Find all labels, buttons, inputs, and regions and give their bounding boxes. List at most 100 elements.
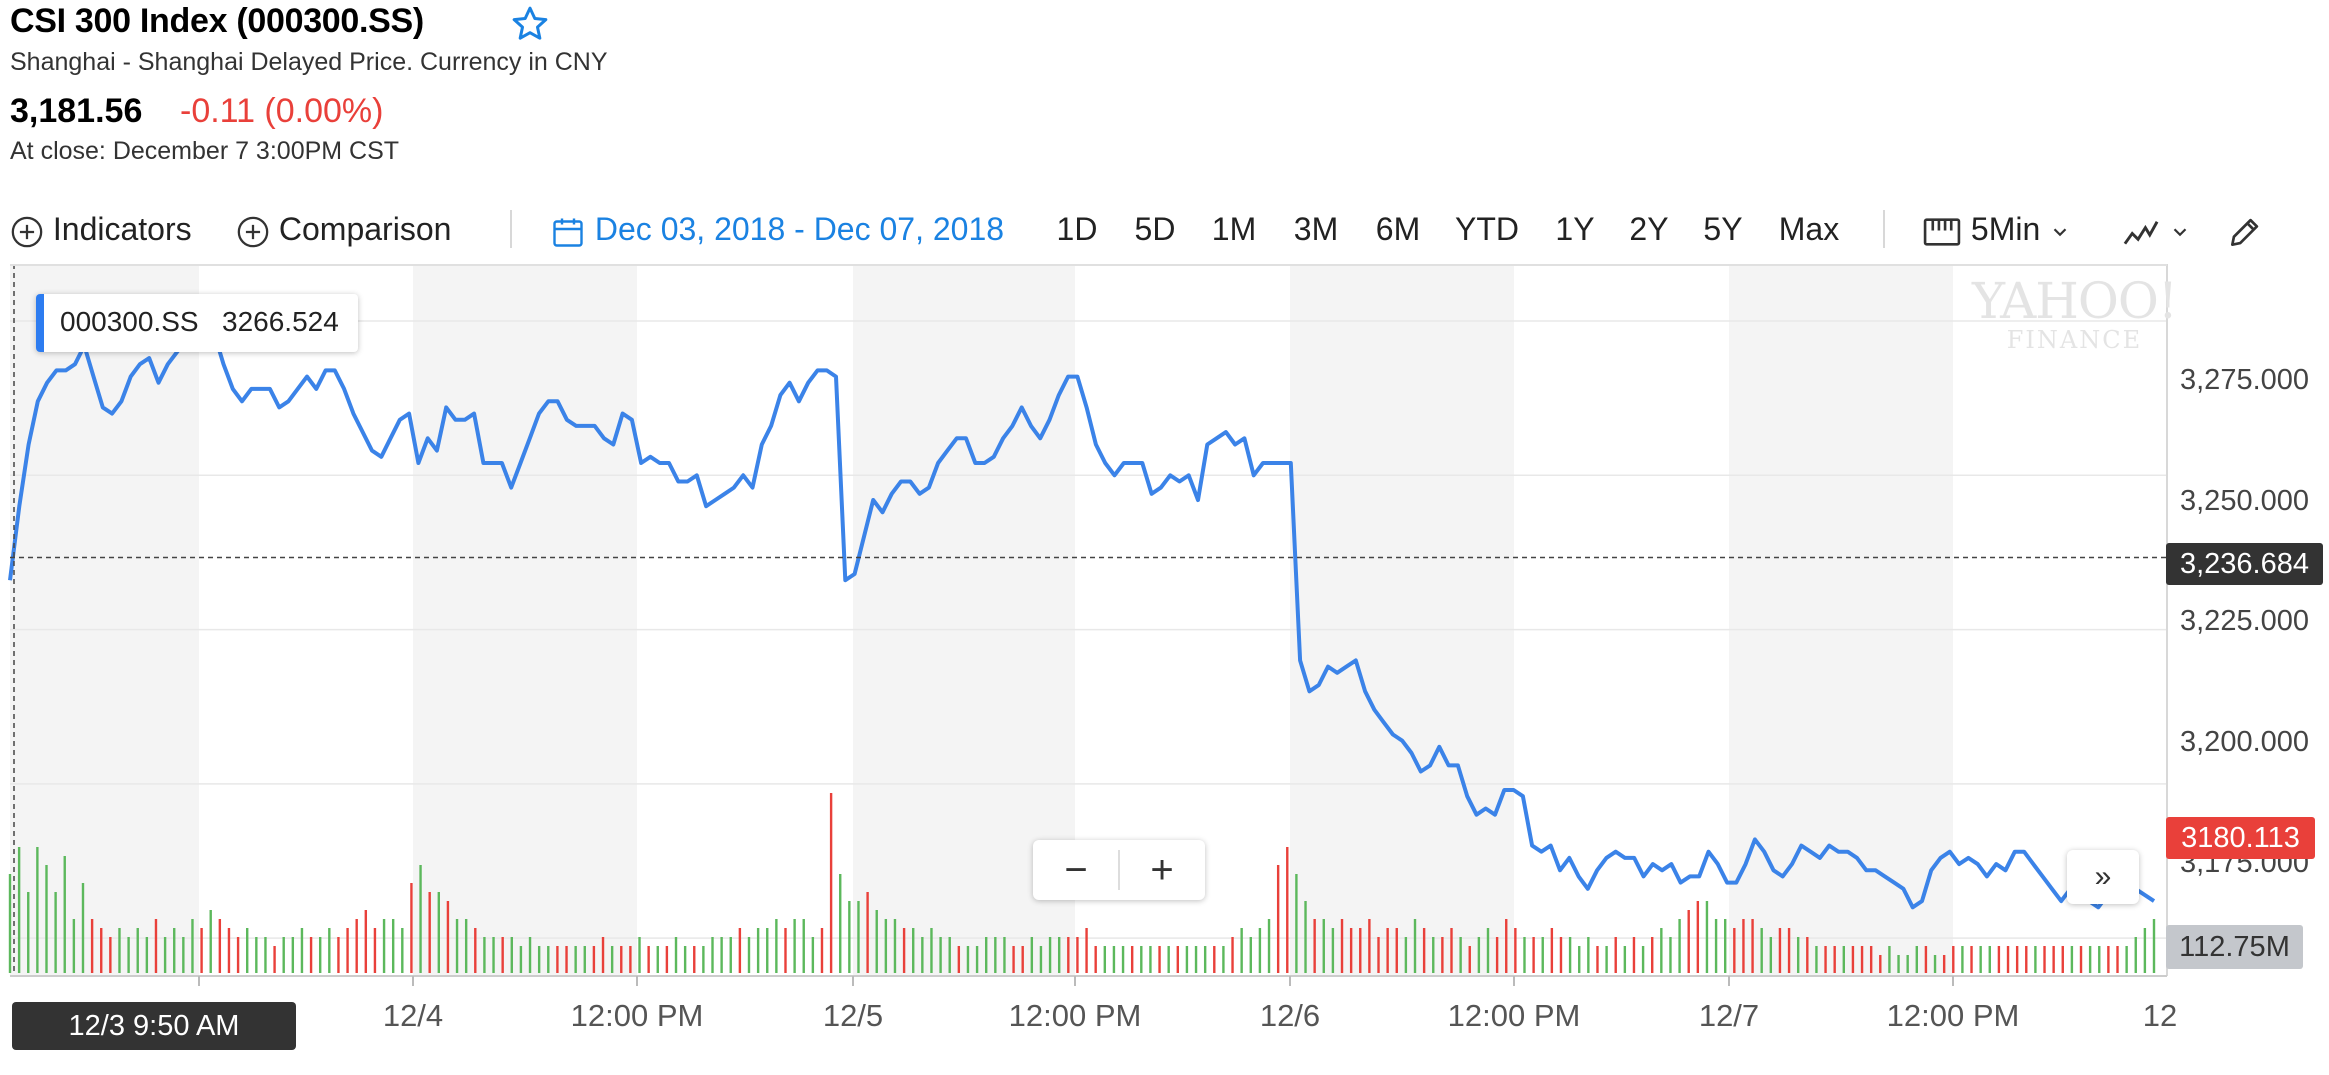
- last-price: 3,181.56: [10, 92, 143, 130]
- volume-bar: [1851, 946, 1855, 973]
- volume-bar: [1048, 937, 1052, 973]
- volume-bar: [346, 928, 349, 973]
- volume-bar: [2034, 946, 2037, 973]
- draw-button[interactable]: [2226, 200, 2264, 258]
- volume-bar: [957, 946, 961, 973]
- volume-bar: [857, 901, 860, 973]
- range-1m[interactable]: 1M: [1211, 211, 1257, 247]
- volume-bar: [1997, 946, 2001, 973]
- volume-bar: [300, 928, 304, 973]
- volume-bar: [1267, 919, 1271, 973]
- range-max[interactable]: Max: [1778, 211, 1840, 247]
- volume-bar: [1979, 946, 1982, 973]
- volume-bar: [1167, 946, 1170, 973]
- volume-bar: [1103, 946, 1107, 973]
- volume-bar: [1395, 928, 1398, 973]
- volume-bar: [994, 937, 997, 973]
- volume-bar: [1003, 937, 1006, 973]
- volume-bar: [2070, 946, 2074, 973]
- volume-bar: [364, 910, 368, 973]
- x-tick-label: 12:00 PM: [1008, 998, 1142, 1033]
- volume-bar: [1897, 955, 1900, 973]
- volume-bar: [1468, 946, 1471, 973]
- price-chart[interactable]: [0, 264, 2329, 1075]
- volume-bar: [1824, 946, 1827, 973]
- tooltip-symbol: 000300.SS: [60, 306, 199, 337]
- volume-bar: [191, 919, 194, 973]
- x-tick-label: 12: [2142, 998, 2178, 1033]
- chart-area[interactable]: 000300.SS 3266.524 YAHOO! FINANCE 3,275.…: [0, 264, 2329, 1075]
- volume-bar: [1286, 847, 1289, 973]
- volume-bar: [2134, 937, 2137, 973]
- x-tick-label: 12/6: [1259, 998, 1321, 1033]
- toolbar-divider: [510, 210, 512, 248]
- volume-bar: [592, 946, 596, 973]
- price-change: -0.11 (0.00%): [180, 92, 384, 130]
- session-shade: [413, 264, 637, 976]
- volume-bar: [428, 892, 431, 973]
- volume-bar: [793, 919, 796, 973]
- volume-bar: [1331, 928, 1335, 973]
- volume-bar: [1933, 955, 1937, 973]
- zoom-in-button[interactable]: +: [1150, 848, 1174, 892]
- line-chart-icon: [2123, 220, 2159, 245]
- volume-bar: [2125, 946, 2128, 973]
- indicators-button[interactable]: Indicators: [10, 200, 192, 258]
- volume-bar: [1660, 928, 1663, 973]
- chart-type-select[interactable]: [2122, 200, 2191, 258]
- volume-bar: [1359, 928, 1362, 973]
- volume-bar: [1733, 928, 1736, 973]
- volume-bar: [1559, 937, 1563, 973]
- volume-bar: [273, 946, 276, 973]
- chevron-down-icon: [2173, 228, 2187, 236]
- volume-bar: [1915, 946, 1918, 973]
- volume-bar: [419, 865, 422, 973]
- volume-bar: [875, 910, 878, 973]
- volume-bar: [2152, 919, 2156, 973]
- range-2y[interactable]: 2Y: [1629, 211, 1669, 247]
- star-outline-icon[interactable]: [510, 4, 550, 44]
- volume-bar: [1276, 865, 1280, 973]
- range-5d[interactable]: 5D: [1134, 211, 1176, 247]
- volume-bar: [227, 928, 231, 973]
- volume-bar: [1176, 946, 1179, 973]
- volume-bar: [1441, 937, 1444, 973]
- range-5y[interactable]: 5Y: [1703, 211, 1743, 247]
- range-ytd[interactable]: YTD: [1455, 211, 1519, 247]
- volume-bar: [127, 937, 130, 973]
- volume-bar: [464, 919, 468, 973]
- volume-bar: [1185, 946, 1189, 973]
- volume-bar: [1057, 937, 1061, 973]
- yahoo-finance-watermark: YAHOO! FINANCE: [1972, 276, 2178, 354]
- volume-bar: [255, 937, 258, 973]
- volume-bar: [1806, 937, 1809, 973]
- volume-bar: [1760, 928, 1763, 973]
- volume-bar: [629, 946, 632, 973]
- volume-bar: [802, 919, 805, 973]
- volume-bar: [1140, 946, 1143, 973]
- pencil-icon: [2230, 218, 2259, 246]
- volume-bar: [236, 937, 240, 973]
- volume-bar: [173, 928, 176, 973]
- date-range-picker[interactable]: Dec 03, 2018 - Dec 07, 2018: [550, 200, 1004, 258]
- session-shade: [1729, 264, 1953, 976]
- interval-select[interactable]: 5Min: [1922, 200, 2071, 258]
- volume-bar: [1568, 937, 1572, 973]
- volume-bar: [1432, 937, 1435, 973]
- zoom-out-button[interactable]: −: [1064, 848, 1088, 892]
- range-1d[interactable]: 1D: [1056, 211, 1098, 247]
- volume-bar: [820, 928, 824, 973]
- cursor-time-label: 12/3 9:50 AM: [12, 1002, 296, 1050]
- volume-bar: [246, 928, 249, 973]
- range-3m[interactable]: 3M: [1293, 211, 1339, 247]
- comparison-button[interactable]: Comparison: [236, 200, 451, 258]
- range-6m[interactable]: 6M: [1375, 211, 1421, 247]
- volume-bar: [1404, 937, 1408, 973]
- range-1y[interactable]: 1Y: [1555, 211, 1595, 247]
- volume-bar: [1888, 946, 1891, 973]
- volume-bar: [1158, 946, 1161, 973]
- volume-bar: [163, 937, 167, 973]
- expand-button[interactable]: »: [2067, 850, 2139, 904]
- volume-bar: [1240, 928, 1243, 973]
- volume-bar: [1751, 919, 1754, 973]
